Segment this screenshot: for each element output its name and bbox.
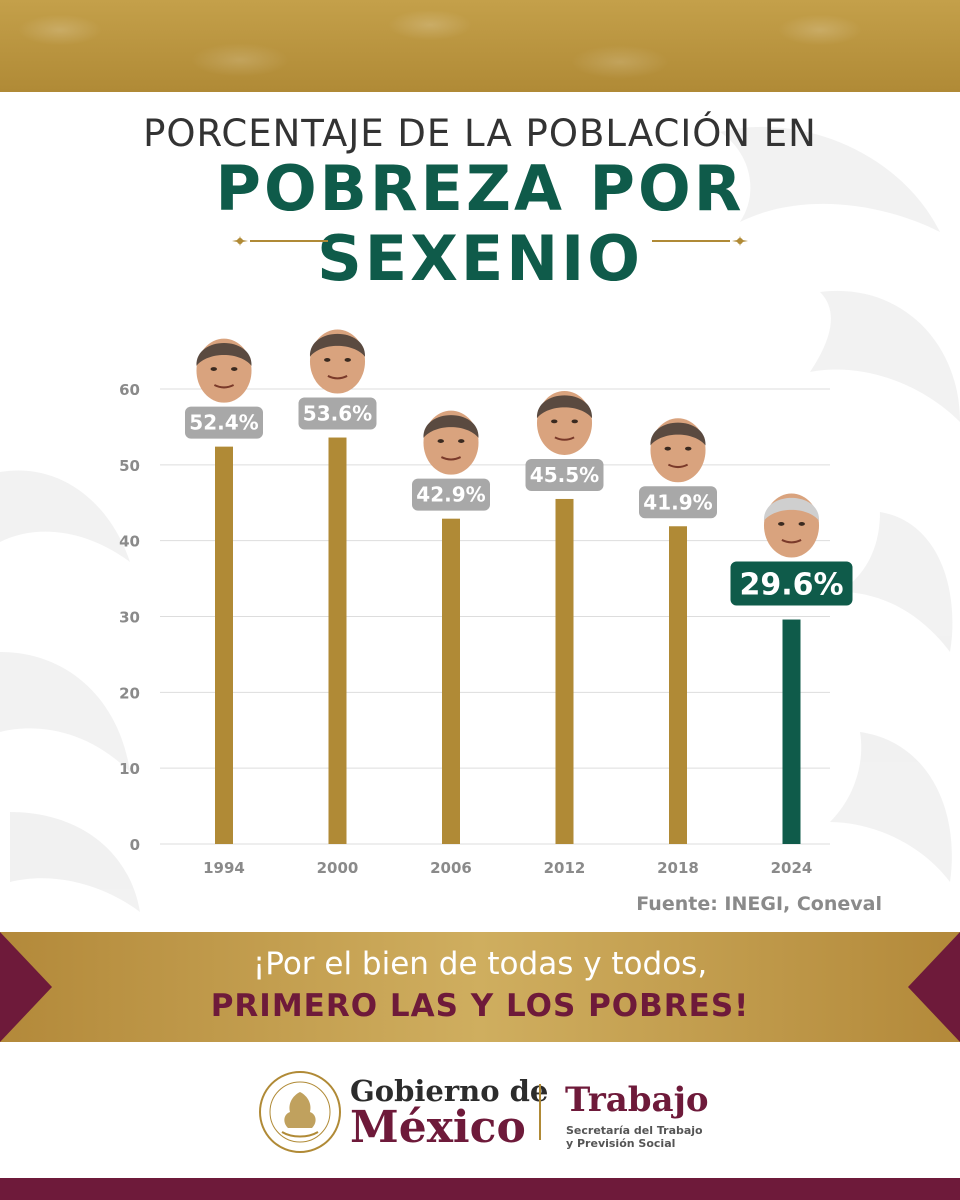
slogan-triangle-right: [908, 932, 960, 1042]
x-tick-label: 2018: [657, 859, 699, 877]
title-line-2: POBREZA POR: [215, 152, 745, 225]
gobierno-de-text: Gobierno de: [350, 1074, 549, 1108]
value-label: 41.9%: [643, 490, 712, 514]
portrait-face-icon: [650, 418, 706, 483]
title-line-1: PORCENTAJE DE LA POBLACIÓN EN: [143, 112, 817, 155]
portrait-face-icon: [536, 390, 593, 455]
portrait-face-icon: [196, 338, 252, 403]
value-label: 42.9%: [416, 483, 485, 507]
y-tick-label: 20: [119, 684, 140, 702]
bar-2000: [328, 437, 347, 844]
x-tick-label: 1994: [203, 859, 245, 877]
bottom-band: [0, 1178, 960, 1200]
y-tick-label: 40: [119, 533, 140, 551]
value-label-box: [730, 561, 853, 606]
y-tick-label: 0: [130, 836, 140, 854]
logo-divider: [539, 1084, 541, 1140]
y-tick-label: 50: [119, 457, 140, 475]
x-tick-label: 2012: [544, 859, 586, 877]
title-line-3: SEXENIO: [317, 222, 643, 295]
slogan-triangle-left: [0, 932, 52, 1042]
trabajo-subtitle-line-1: Secretaría del Trabajo: [566, 1124, 703, 1137]
y-tick-label: 60: [119, 381, 140, 399]
bar-2024: [782, 619, 801, 844]
value-label: 29.6%: [739, 568, 843, 603]
portrait-face-icon: [763, 493, 820, 558]
bar-2018: [669, 526, 687, 844]
slogan-line-1: ¡Por el bien de todas y todos,: [252, 946, 708, 982]
slogan-band: ¡Por el bien de todas y todos, PRIMERO L…: [0, 932, 960, 1042]
trabajo-subtitle: Secretaría del Trabajo y Previsión Socia…: [566, 1124, 716, 1150]
top-decorative-band: [0, 0, 960, 92]
portrait-face-icon: [423, 410, 479, 475]
y-tick-label: 30: [119, 609, 140, 627]
bar-2012: [555, 498, 574, 844]
ornament-right: [652, 236, 748, 246]
x-tick-label: 2006: [430, 859, 472, 877]
source-note: Fuente: INEGI, Coneval: [636, 893, 882, 915]
value-label-box: [412, 478, 490, 511]
mexico-coat-of-arms-seal-icon: [259, 1071, 341, 1153]
footer-logos: Gobierno de México Trabajo Secretaría de…: [0, 1042, 960, 1178]
slogan-line-2: PRIMERO LAS Y LOS POBRES!: [210, 988, 750, 1024]
x-tick-label: 2000: [317, 859, 359, 877]
value-label: 52.4%: [189, 411, 258, 435]
value-label-box: [185, 406, 263, 439]
value-label-box: [298, 397, 377, 430]
value-label-box: [525, 458, 604, 491]
bar-1994: [215, 446, 233, 844]
value-label: 45.5%: [530, 463, 599, 487]
value-label-box: [639, 486, 717, 519]
bar-2006: [442, 518, 460, 844]
value-label: 53.6%: [303, 402, 372, 426]
x-tick-label: 2024: [771, 859, 813, 877]
trabajo-subtitle-line-2: y Previsión Social: [566, 1137, 676, 1150]
portrait-face-icon: [309, 329, 366, 394]
mexico-text: México: [350, 1102, 526, 1153]
trabajo-logo-text: Trabajo: [565, 1080, 709, 1120]
poverty-bar-chart: 0 10 20 30 40 50 60 52.4% 1994 53.6% 2000 42.9% 2006…: [119, 329, 853, 877]
ornament-left: [232, 236, 328, 246]
y-tick-label: 10: [119, 760, 140, 778]
